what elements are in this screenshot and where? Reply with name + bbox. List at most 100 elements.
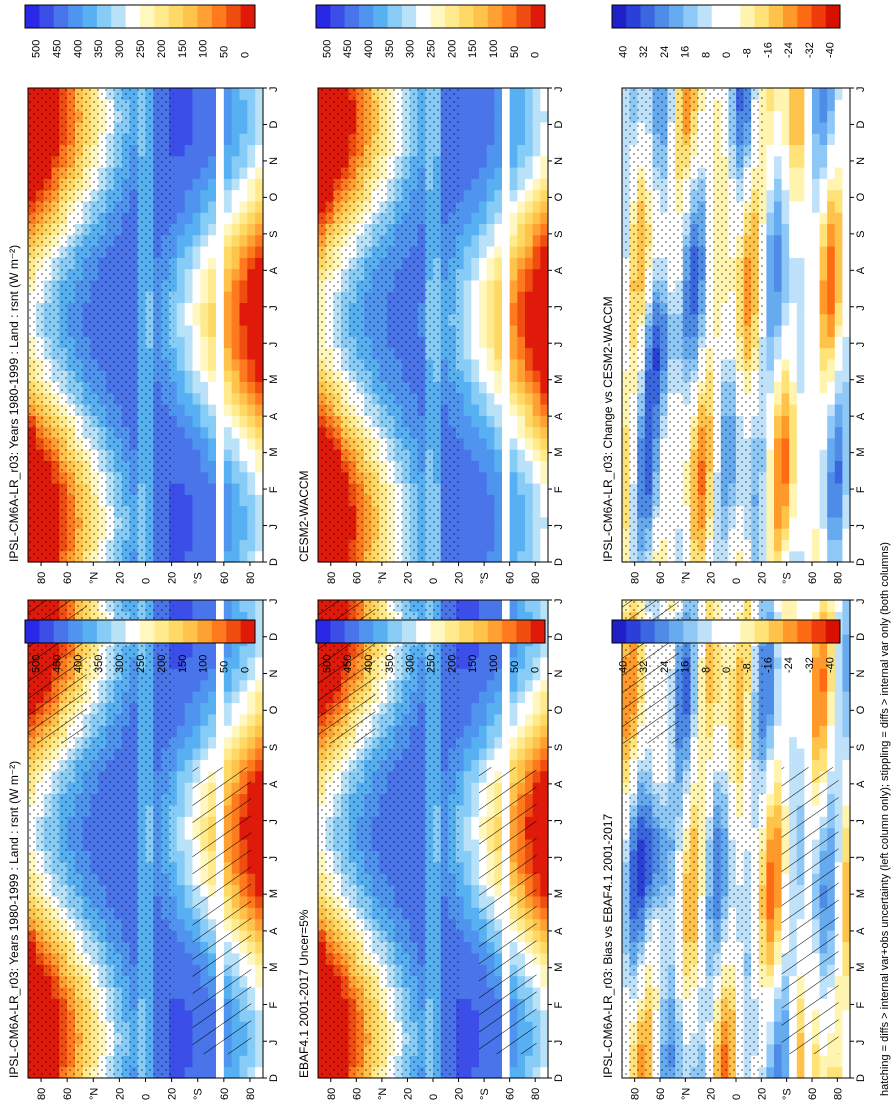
heatmap-cell — [184, 336, 194, 349]
heatmap-cell — [192, 1055, 201, 1068]
colorbar-swatch — [25, 620, 40, 643]
heatmap-cell — [479, 110, 488, 123]
heatmap-cell — [192, 550, 201, 563]
heatmap-cell — [479, 494, 488, 507]
heatmap-cell — [255, 291, 264, 304]
heatmap-cell — [176, 200, 186, 213]
heatmap-cell — [509, 645, 518, 658]
heatmap-cell — [239, 223, 248, 236]
heatmap-cell — [463, 516, 472, 529]
heatmap-cell — [255, 725, 264, 738]
heatmap-cell — [231, 200, 241, 213]
heatmap-cell — [540, 702, 549, 715]
heatmap-cell — [247, 725, 256, 738]
heatmap-cell — [479, 189, 488, 202]
month-tick-label: F — [553, 1001, 565, 1008]
heatmap-cell — [239, 528, 248, 541]
heatmap-cell — [216, 336, 225, 349]
heatmap-cell — [463, 645, 472, 658]
heatmap-cell — [479, 155, 488, 168]
heatmap-cell — [247, 804, 256, 817]
heatmap-cell — [479, 1055, 488, 1068]
colorbar-swatch — [459, 620, 474, 643]
heatmap-cell — [471, 645, 480, 658]
heatmap-cell — [486, 426, 495, 439]
heatmap-cell — [247, 257, 256, 270]
heatmap-cell — [486, 144, 495, 157]
colorbar-tick-label: 250 — [426, 655, 438, 673]
heatmap-cell — [192, 189, 201, 202]
colorbar-swatch — [240, 620, 256, 643]
heatmap-cell — [176, 234, 186, 247]
heatmap-cell — [239, 178, 248, 191]
lat-tick-label: 60 — [219, 572, 231, 584]
heatmap-cell — [540, 895, 549, 908]
heatmap-cell — [231, 656, 241, 669]
colorbar-swatch — [39, 5, 55, 28]
heatmap-cell — [247, 291, 256, 304]
heatmap-cell — [486, 1066, 495, 1079]
month-tick-label: J — [268, 819, 280, 825]
heatmap-cell — [479, 539, 488, 552]
colorbar-swatch — [387, 620, 403, 643]
heatmap-cell — [208, 550, 217, 563]
heatmap-cell — [494, 449, 503, 462]
heatmap-cell — [200, 679, 209, 692]
heatmap-cell — [486, 713, 495, 726]
heatmap-cell — [479, 381, 488, 394]
heatmap-cell — [239, 611, 248, 624]
heatmap-cell — [471, 611, 480, 624]
heatmap-cell — [239, 370, 248, 383]
stippling-overlay — [28, 88, 174, 562]
heatmap-cell — [200, 415, 209, 428]
heatmap-cell — [471, 861, 480, 874]
heatmap-cell — [239, 336, 248, 349]
heatmap-cell — [192, 246, 201, 258]
heatmap-cell — [192, 291, 201, 304]
heatmap-cell — [216, 246, 225, 258]
heatmap-cell — [247, 449, 256, 462]
heatmap-cell — [200, 178, 209, 191]
heatmap-cell — [184, 1009, 194, 1022]
heatmap-cell — [192, 404, 201, 416]
heatmap-cell — [532, 827, 541, 840]
heatmap-cell — [247, 189, 256, 202]
colorbar-swatch — [226, 620, 242, 643]
heatmap-cell — [509, 679, 518, 692]
month-tick-label: F — [268, 486, 280, 493]
heatmap-cell — [471, 110, 480, 123]
heatmap-cell — [479, 370, 488, 383]
heatmap-cell — [463, 827, 472, 840]
heatmap-cell — [239, 347, 248, 360]
colorbar-swatch — [358, 620, 374, 643]
heatmap-cell — [247, 110, 256, 123]
heatmap-cell — [231, 725, 241, 738]
heatmap-cell — [200, 611, 209, 624]
heatmap-cell — [216, 483, 225, 495]
heatmap-cell — [540, 611, 549, 624]
heatmap-cell — [176, 223, 186, 236]
heatmap-cell — [463, 189, 472, 202]
heatmap-cell — [247, 839, 256, 851]
heatmap-cell — [540, 884, 549, 897]
heatmap-cell — [525, 611, 534, 624]
heatmap-cell — [463, 144, 472, 157]
heatmap-cell — [176, 347, 186, 360]
colorbar-swatch — [316, 620, 331, 643]
heatmap-cell — [502, 600, 511, 612]
heatmap-cell — [509, 725, 518, 738]
heatmap-cell — [176, 189, 186, 202]
heatmap-cell — [471, 279, 480, 292]
heatmap-cell — [463, 133, 472, 146]
heatmap-cell — [255, 839, 264, 851]
colorbar-swatch — [416, 620, 431, 643]
heatmap-cell — [216, 121, 225, 134]
heatmap-cell — [517, 679, 526, 692]
heatmap-cell — [192, 1066, 201, 1079]
heatmap-cell — [479, 1066, 488, 1079]
month-tick-label: J — [268, 87, 280, 93]
heatmap-cell — [200, 691, 209, 704]
colorbar-tick-label: 350 — [384, 655, 396, 673]
heatmap-cell — [176, 370, 186, 383]
heatmap-cell — [463, 291, 472, 304]
